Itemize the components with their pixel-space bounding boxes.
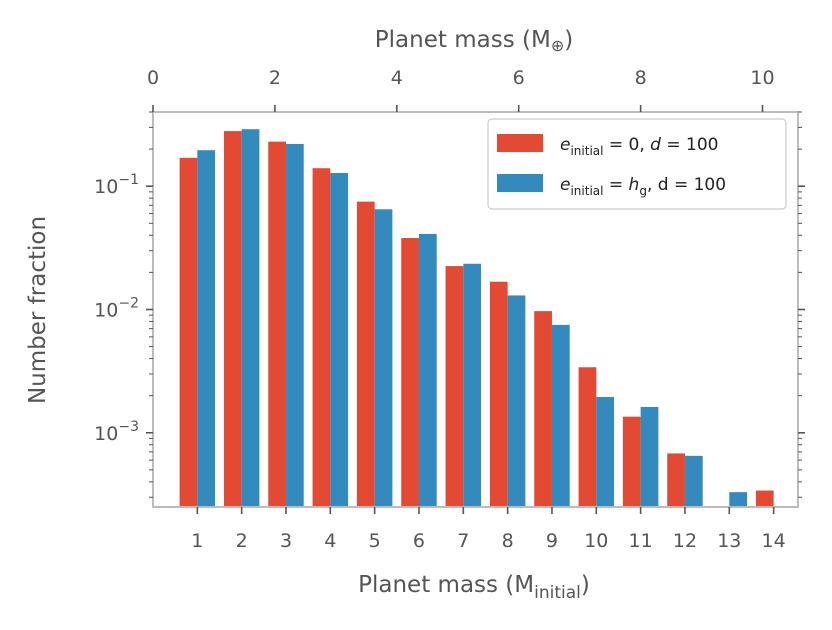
top-tick-label-4: 4 <box>391 67 403 89</box>
top-tick-label-0: 0 <box>147 67 159 89</box>
bar-series-2-mass-8 <box>507 295 526 507</box>
top-tick-label-6: 6 <box>513 67 525 89</box>
top-tick-label-2: 2 <box>269 67 281 89</box>
legend-label-series-2: einitial = hg, d = 100 <box>560 175 726 198</box>
x-tick-label-8: 8 <box>502 530 514 552</box>
x-tick-label-7: 7 <box>457 530 469 552</box>
bar-series-2-mass-4 <box>330 173 349 507</box>
x-tick-label-10: 10 <box>584 530 608 552</box>
legend-swatch-series-2 <box>497 174 543 192</box>
bar-series-2-mass-3 <box>285 144 304 507</box>
bar-series-2-mass-13 <box>729 492 748 507</box>
bar-series-2-mass-12 <box>684 455 703 507</box>
y-tick-label-1: 10−2 <box>94 296 139 322</box>
bar-series-1-mass-14 <box>755 490 774 507</box>
bar-series-1-mass-10 <box>578 367 597 507</box>
top-tick-label-8: 8 <box>635 67 647 89</box>
legend-swatch-series-1 <box>497 134 543 152</box>
bar-series-2-mass-11 <box>640 406 659 507</box>
bar-series-1-mass-9 <box>534 311 552 507</box>
bar-series-1-mass-2 <box>223 131 242 507</box>
bar-series-1-mass-8 <box>489 281 508 507</box>
top-tick-label-10: 10 <box>750 67 774 89</box>
bar-series-1-mass-6 <box>401 238 419 507</box>
x-tick-label-12: 12 <box>673 530 697 552</box>
x-tick-label-3: 3 <box>280 530 292 552</box>
x-tick-label-1: 1 <box>191 530 203 552</box>
bars <box>179 129 774 508</box>
x-tick-label-13: 13 <box>717 530 741 552</box>
bar-series-2-mass-9 <box>551 324 570 507</box>
bar-series-2-mass-6 <box>418 233 437 507</box>
x-tick-label-6: 6 <box>413 530 425 552</box>
legend-box <box>487 118 787 210</box>
bar-series-2-mass-10 <box>596 397 615 507</box>
y-tick-label-0: 10−1 <box>94 172 139 198</box>
bar-series-1-mass-12 <box>667 453 685 507</box>
x-tick-label-2: 2 <box>236 530 248 552</box>
x-tick-label-9: 9 <box>546 530 558 552</box>
bar-series-1-mass-7 <box>445 266 464 507</box>
x-tick-label-5: 5 <box>369 530 381 552</box>
bar-series-2-mass-1 <box>197 150 216 507</box>
bar-series-1-mass-1 <box>179 157 198 507</box>
bar-series-2-mass-5 <box>374 209 393 508</box>
bar-series-1-mass-3 <box>268 141 286 507</box>
top-axis-title: Planet mass (M⊕) <box>375 27 573 55</box>
x-tick-label-11: 11 <box>629 530 653 552</box>
bar-series-2-mass-2 <box>241 129 260 507</box>
bottom-axis-title: Planet mass (Minitial) <box>358 572 590 603</box>
bar-series-1-mass-11 <box>622 416 641 507</box>
legend-label-series-1: einitial = 0, d = 100 <box>560 135 718 158</box>
bar-series-1-mass-4 <box>312 168 331 507</box>
y-tick-label-2: 10−3 <box>94 419 139 445</box>
bar-series-2-mass-7 <box>463 263 482 507</box>
bar-series-1-mass-5 <box>356 201 375 507</box>
x-tick-label-14: 14 <box>762 530 786 552</box>
y-axis-title: Number fraction <box>25 216 51 404</box>
legend: einitial = 0, d = 100 einitial = hg, d =… <box>487 118 787 210</box>
x-tick-label-4: 4 <box>324 530 336 552</box>
